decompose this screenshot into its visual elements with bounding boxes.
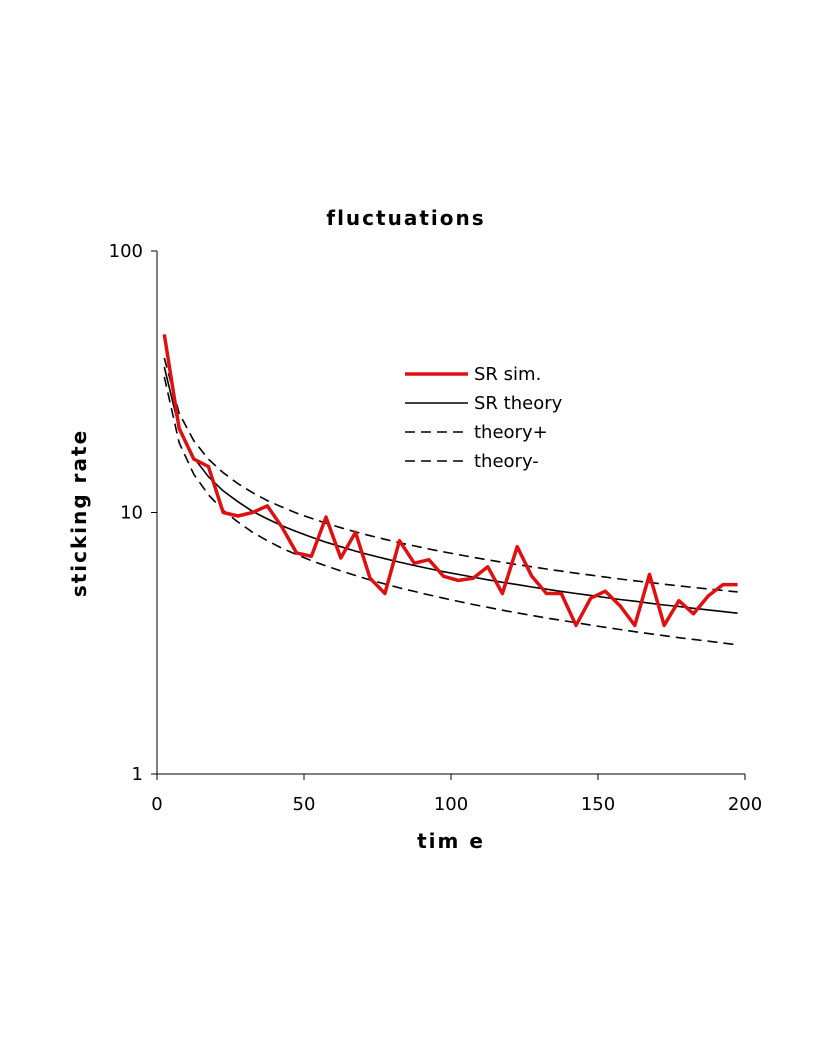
- plot-area: 1 10 100 0 50 100 150 200: [109, 241, 763, 815]
- x-ticks: 0 50 100 150 200: [151, 774, 762, 815]
- y-ticks: 1 10 100: [109, 241, 157, 785]
- x-tick-label: 150: [581, 794, 615, 815]
- y-tick-label: 1: [132, 764, 143, 785]
- x-tick-label: 200: [728, 794, 762, 815]
- series-line-theory: [163, 357, 738, 593]
- legend-label: SR theory: [474, 393, 563, 414]
- x-axis-title: tim e: [417, 829, 485, 853]
- x-tick-label: 0: [151, 794, 162, 815]
- series-layer: [162, 334, 738, 646]
- x-tick-label: 50: [293, 794, 316, 815]
- y-tick-label: 10: [120, 503, 143, 524]
- legend: SR sim. SR theory theory+ theory-: [405, 364, 563, 472]
- legend-label: theory+: [474, 422, 548, 443]
- x-tick-label: 100: [434, 794, 468, 815]
- y-tick-label: 100: [109, 241, 143, 262]
- y-axis-title: sticking rate: [67, 429, 91, 597]
- legend-label: theory-: [474, 451, 539, 472]
- legend-label: SR sim.: [474, 364, 541, 385]
- series-line-sr-sim: [162, 334, 738, 628]
- series-line-theory: [163, 376, 738, 646]
- chart-title: fluctuations: [326, 206, 485, 230]
